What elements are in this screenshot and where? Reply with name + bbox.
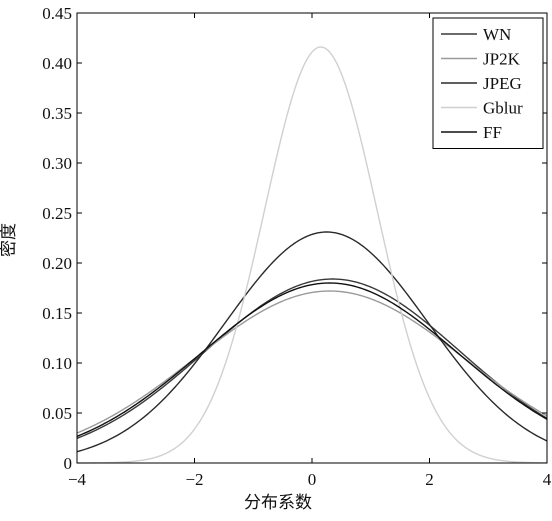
legend-label-ff: FF (483, 123, 502, 142)
legend-label-jpeg: JPEG (483, 74, 522, 93)
series-line-jp2k (77, 291, 547, 433)
legend-label-wn: WN (483, 25, 511, 44)
legend-label-gblur: Gblur (483, 99, 523, 118)
y-tick-label: 0.25 (42, 204, 72, 223)
y-axis-label: 密度 (0, 223, 19, 257)
y-tick-label: 0 (64, 454, 73, 473)
y-tick-label: 0.20 (42, 254, 72, 273)
legend-label-jp2k: JP2K (483, 50, 521, 69)
x-tick-label: 2 (425, 470, 434, 489)
x-axis-label: 分布系数 (244, 493, 312, 513)
y-tick-label: 0.10 (42, 354, 72, 373)
y-tick-label: 0.05 (42, 404, 72, 423)
y-tick-label: 0.40 (42, 54, 72, 73)
series-line-jpeg (77, 232, 547, 452)
x-tick-label: 0 (308, 470, 317, 489)
x-tick-label: −2 (185, 470, 203, 489)
y-tick-label: 0.15 (42, 304, 72, 323)
y-tick-label: 0.45 (42, 4, 72, 23)
y-tick-label: 0.35 (42, 104, 72, 123)
x-tick-label: 4 (543, 470, 552, 489)
legend: WN JP2K JPEG Gblur FF (433, 18, 543, 149)
y-tick-label: 0.30 (42, 154, 72, 173)
